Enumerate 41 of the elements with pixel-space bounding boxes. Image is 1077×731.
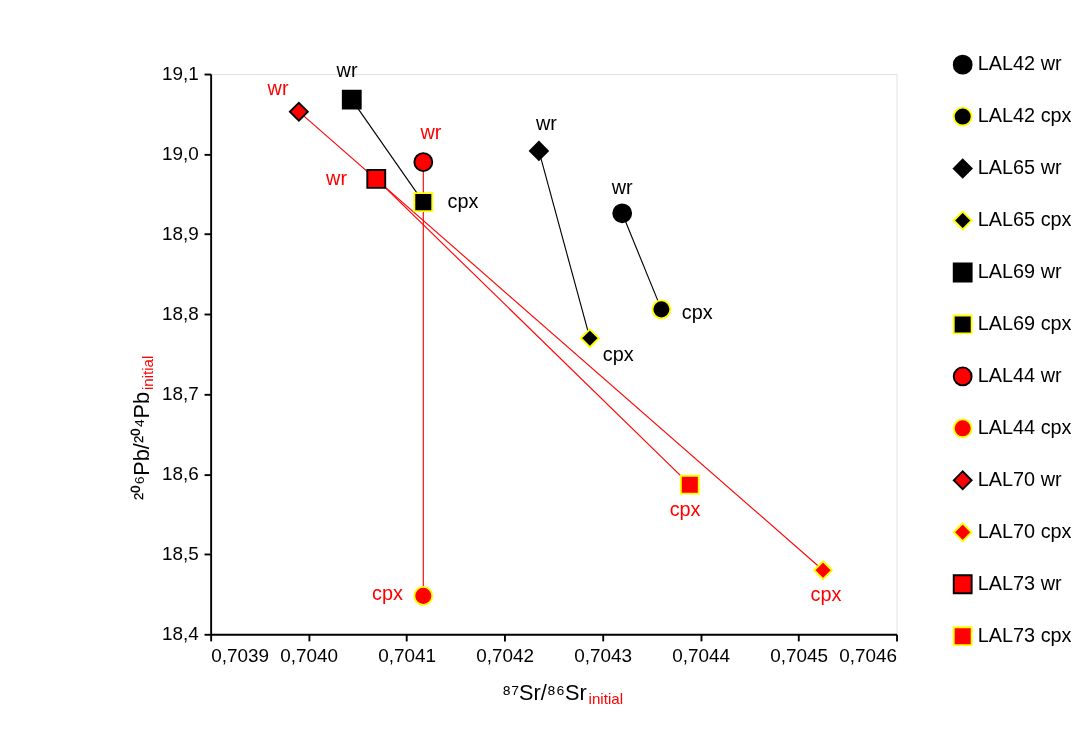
- annotation: cpx: [681, 300, 713, 323]
- legend-label: LAL70 wr: [977, 467, 1062, 490]
- y-axis-title: ²⁰⁶Pb/²⁰⁴Pbinitial: [129, 355, 157, 500]
- y-tick-label: 18,5: [162, 543, 199, 565]
- annotation: wr: [266, 76, 289, 99]
- annotation: wr: [419, 121, 442, 144]
- legend-label: LAL42 cpx: [977, 104, 1072, 127]
- y-tick-label: 18,4: [162, 623, 199, 645]
- annotation: wr: [535, 112, 558, 135]
- x-tick-label: 0,7039: [211, 645, 269, 667]
- x-tick-label: 0,7046: [839, 645, 898, 667]
- legend-label: LAL44 cpx: [977, 416, 1072, 439]
- legend-label: LAL65 wr: [977, 156, 1062, 179]
- legend-label: LAL70 cpx: [977, 519, 1072, 542]
- y-tick-label: 18,6: [162, 463, 199, 485]
- y-tick-label: 18,9: [162, 223, 199, 245]
- x-tick-label: 0,7045: [770, 645, 828, 667]
- legend-label: LAL42 wr: [977, 52, 1062, 75]
- annotation: cpx: [447, 189, 479, 212]
- x-tick-label: 0,7043: [574, 645, 632, 667]
- x-tick-label: 0,7041: [378, 645, 436, 667]
- x-tick-label: 0,7042: [476, 645, 534, 667]
- y-tick-label: 18,8: [162, 303, 199, 325]
- y-tick-label: 19,0: [162, 143, 199, 165]
- annotation: cpx: [810, 582, 842, 605]
- annotation: wr: [335, 59, 358, 82]
- legend-label: LAL69 cpx: [977, 312, 1072, 335]
- y-tick-label: 18,7: [162, 383, 199, 405]
- x-tick-label: 0,7044: [672, 645, 730, 667]
- annotation: wr: [325, 166, 348, 189]
- legend-label: LAL65 cpx: [977, 208, 1072, 231]
- annotation: wr: [610, 176, 634, 199]
- legend-label: LAL69 wr: [977, 260, 1062, 283]
- annotation: cpx: [669, 497, 701, 520]
- legend-label: LAL44 wr: [977, 364, 1062, 387]
- legend-label: LAL73 wr: [977, 571, 1062, 594]
- y-tick-label: 19,1: [162, 63, 199, 85]
- x-tick-label: 0,7040: [280, 645, 338, 667]
- legend-label: LAL73 cpx: [977, 623, 1072, 646]
- annotation: cpx: [602, 342, 634, 365]
- annotation: cpx: [371, 581, 403, 604]
